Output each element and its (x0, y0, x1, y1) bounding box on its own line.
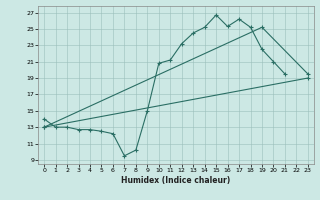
X-axis label: Humidex (Indice chaleur): Humidex (Indice chaleur) (121, 176, 231, 185)
